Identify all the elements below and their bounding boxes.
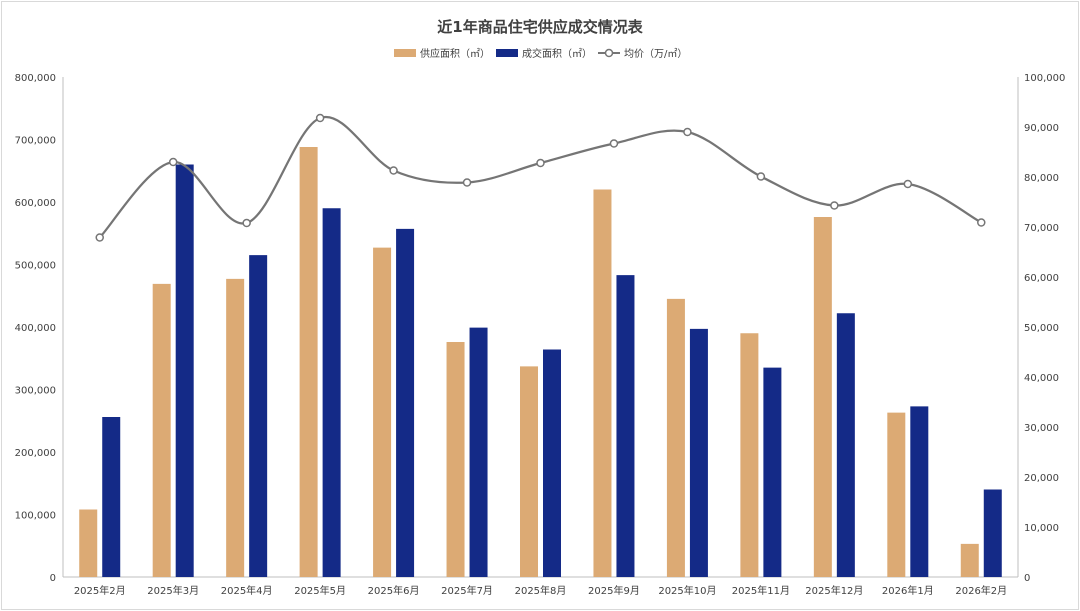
transaction-area-bar	[322, 208, 341, 577]
average-price-point	[315, 113, 325, 123]
average-price-point	[977, 218, 986, 227]
supply-area-bar	[373, 247, 392, 577]
left-y-tick-label: 500,000	[15, 261, 56, 272]
legend-price-label: 均价（万/㎡）	[624, 48, 687, 60]
transaction-area-bar	[396, 228, 415, 577]
transaction-area-bar	[249, 255, 268, 577]
x-category-label: 2025年8月	[515, 584, 567, 597]
right-y-tick-label: 100,000	[1024, 73, 1065, 84]
left-y-tick-label: 200,000	[15, 448, 56, 459]
average-price-point	[536, 158, 545, 168]
x-category-label: 2025年6月	[368, 584, 420, 597]
x-category-label: 2025年12月	[805, 584, 863, 597]
average-price-point	[389, 166, 398, 175]
x-category-label: 2026年1月	[882, 584, 934, 597]
right-y-tick-label: 10,000	[1024, 523, 1059, 534]
transaction-area-bar	[543, 349, 561, 577]
x-category-label: 2025年4月	[221, 584, 273, 597]
legend-supply-item: 供应面积（㎡）	[394, 47, 490, 60]
right-y-tick-label: 60,000	[1024, 273, 1059, 284]
right-y-tick-label: 80,000	[1024, 173, 1059, 184]
transaction-area-bar	[616, 275, 635, 577]
average-price-point	[242, 218, 251, 228]
average-price-point	[756, 172, 766, 181]
average-price-point	[609, 139, 619, 148]
supply-area-bar	[813, 217, 832, 577]
supply-area-bar	[446, 342, 465, 577]
transaction-area-bar	[910, 406, 929, 577]
supply-area-bar	[740, 333, 759, 577]
transaction-area-bar	[102, 417, 121, 577]
supply-area-bar	[960, 543, 979, 577]
left-y-tick-label: 700,000	[15, 136, 56, 147]
x-category-label: 2026年2月	[955, 584, 1007, 597]
supply-area-bar	[152, 283, 171, 577]
legend-price-swatch-marker	[604, 48, 614, 58]
transaction-area-bar	[175, 164, 194, 577]
average-price-line	[98, 115, 982, 239]
chart-title: 近1年商品住宅供应成交情况表	[437, 18, 643, 36]
legend-price-item: 均价（万/㎡）	[598, 48, 687, 60]
left-y-tick-label: 300,000	[15, 386, 56, 397]
legend-transaction-label: 成交面积（㎡）	[522, 47, 592, 60]
right-y-tick-label: 70,000	[1024, 223, 1059, 234]
price-line-series	[95, 113, 986, 242]
left-y-tick-label: 0	[50, 573, 56, 584]
average-price-point	[830, 201, 839, 210]
legend: 供应面积（㎡） 成交面积（㎡） 均价（万/㎡）	[394, 47, 687, 60]
right-y-tick-label: 30,000	[1024, 423, 1059, 434]
left-y-tick-label: 600,000	[15, 198, 56, 209]
transaction-area-bar	[689, 328, 708, 577]
supply-area-bar	[666, 298, 685, 577]
x-category-label: 2025年10月	[658, 584, 716, 597]
legend-supply-label: 供应面积（㎡）	[420, 47, 490, 60]
supply-area-bar	[79, 509, 98, 577]
supply-area-bar	[593, 189, 612, 577]
supply-area-bar	[299, 147, 318, 577]
x-category-label: 2025年7月	[441, 584, 493, 597]
supply-area-bar	[887, 412, 906, 577]
left-y-tick-label: 800,000	[15, 73, 56, 84]
bars	[79, 147, 1002, 577]
right-y-tick-label: 40,000	[1024, 373, 1059, 384]
average-price-point	[903, 179, 913, 189]
right-y-tick-label: 20,000	[1024, 473, 1059, 484]
right-y-tick-label: 0	[1024, 573, 1030, 584]
x-category-label: 2025年3月	[147, 584, 199, 597]
right-y-tick-label: 50,000	[1024, 323, 1059, 334]
legend-transaction-swatch	[496, 49, 518, 57]
average-price-point	[683, 127, 692, 137]
transaction-area-bar	[836, 313, 855, 577]
transaction-area-bar	[763, 367, 782, 577]
x-category-label: 2025年2月	[74, 584, 126, 597]
x-category-label: 2025年5月	[294, 584, 346, 597]
transaction-area-bar	[469, 327, 488, 577]
x-category-label: 2025年11月	[732, 584, 790, 597]
x-category-label: 2025年9月	[588, 584, 640, 597]
average-price-point	[95, 233, 104, 242]
right-y-tick-label: 90,000	[1024, 123, 1059, 134]
average-price-point	[462, 178, 472, 187]
supply-area-bar	[520, 366, 538, 577]
transaction-area-bar	[983, 489, 1002, 577]
left-y-tick-label: 100,000	[15, 511, 56, 522]
average-price-point	[168, 157, 178, 167]
left-y-tick-label: 400,000	[15, 323, 56, 334]
legend-supply-swatch	[394, 49, 416, 57]
supply-area-bar	[226, 278, 245, 577]
legend-transaction-item: 成交面积（㎡）	[496, 47, 592, 60]
axes: 0 100,000 200,000 300,000 400,000 500,000 600,…	[15, 73, 1066, 597]
